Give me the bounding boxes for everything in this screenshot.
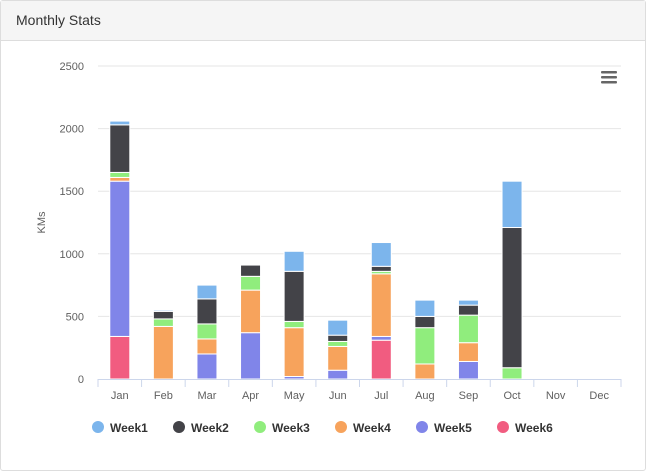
- bar-week3-apr[interactable]: [240, 275, 262, 291]
- y-tick-label: 0: [78, 374, 84, 386]
- bar-week2-jan[interactable]: [109, 124, 131, 173]
- bar-week5-jun[interactable]: [327, 369, 349, 380]
- legend-marker: [335, 421, 347, 433]
- bar-week2-may[interactable]: [283, 270, 305, 322]
- y-tick-label: 2500: [60, 61, 84, 73]
- x-tick-label: Jan: [111, 390, 129, 402]
- bar-week4-feb[interactable]: [152, 325, 174, 380]
- y-axis-title: KMs: [36, 211, 48, 234]
- x-tick-label: Jul: [374, 390, 388, 402]
- bar-week4-sep[interactable]: [457, 342, 479, 362]
- x-tick-label: Jun: [329, 390, 347, 402]
- legend-item-week2[interactable]: Week2: [173, 421, 229, 435]
- bar-week1-may[interactable]: [283, 250, 305, 272]
- legend-marker: [254, 421, 266, 433]
- bar-week5-sep[interactable]: [457, 360, 479, 380]
- bar-week4-apr[interactable]: [240, 289, 262, 334]
- bar-week2-apr[interactable]: [240, 264, 262, 277]
- y-tick-label: 1000: [60, 249, 84, 261]
- x-tick-label: Oct: [503, 390, 520, 402]
- bar-week3-jun[interactable]: [327, 340, 349, 347]
- bar-week2-jul[interactable]: [370, 265, 392, 272]
- legend-item-week3[interactable]: Week3: [254, 421, 310, 435]
- x-tick-label: Dec: [589, 390, 609, 402]
- bar-week3-sep[interactable]: [457, 314, 479, 344]
- bar-week1-mar[interactable]: [196, 284, 218, 300]
- bar-week3-aug[interactable]: [414, 327, 436, 365]
- bar-week4-jun[interactable]: [327, 345, 349, 371]
- legend-marker: [416, 421, 428, 433]
- bar-week3-jan[interactable]: [109, 171, 131, 178]
- legend-marker: [497, 421, 509, 433]
- bar-week4-jul[interactable]: [370, 273, 392, 337]
- legend-marker: [92, 421, 104, 433]
- bar-week2-oct[interactable]: [501, 227, 523, 369]
- bar-week1-oct[interactable]: [501, 180, 523, 229]
- bar-week5-jan[interactable]: [109, 180, 131, 337]
- bar-week4-aug[interactable]: [414, 363, 436, 380]
- legend-label: Week3: [272, 421, 310, 435]
- axes: 0 500 1000 1500 2000 2500 KMs Jan Feb Mar Apr May Ju…: [36, 61, 622, 402]
- legend-item-week6[interactable]: Week6: [497, 421, 553, 435]
- bar-week4-may[interactable]: [283, 327, 305, 377]
- bar-week2-mar[interactable]: [196, 298, 218, 325]
- y-tick-label: 1500: [60, 186, 84, 198]
- bar-week3-oct[interactable]: [501, 367, 523, 380]
- x-tick-label: Feb: [154, 390, 173, 402]
- bar-week5-mar[interactable]: [196, 353, 218, 380]
- legend-item-week5[interactable]: Week5: [416, 421, 472, 435]
- bar-week3-may[interactable]: [283, 320, 305, 329]
- legend-marker: [173, 421, 185, 433]
- chart-container: 0 500 1000 1500 2000 2500 KMs Jan Feb Mar Apr May Ju…: [1, 42, 645, 470]
- legend-label: Week5: [434, 421, 472, 435]
- bar-week1-jun[interactable]: [327, 319, 349, 336]
- y-tick-label: 500: [66, 311, 84, 323]
- bar-week1-aug[interactable]: [414, 299, 436, 317]
- bar-week2-jun[interactable]: [327, 334, 349, 342]
- bar-week5-jul[interactable]: [370, 335, 392, 341]
- bar-week4-mar[interactable]: [196, 338, 218, 355]
- stacked-bar-chart: 0 500 1000 1500 2000 2500 KMs Jan Feb Mar Apr May Ju…: [36, 61, 622, 435]
- bar-week4-jan[interactable]: [109, 176, 131, 182]
- legend: Week1 Week2 Week3 Week4 Week5 Week6: [92, 421, 553, 435]
- bar-week1-jul[interactable]: [370, 242, 392, 267]
- x-tick-label: Apr: [242, 390, 259, 402]
- bar-week6-jan[interactable]: [109, 335, 131, 380]
- bar-week2-sep[interactable]: [457, 304, 479, 316]
- y-tick-label: 2000: [60, 124, 84, 136]
- x-tick-label: Nov: [546, 390, 566, 402]
- bar-week2-feb[interactable]: [152, 310, 174, 320]
- x-tick-label: Sep: [459, 390, 479, 402]
- bar-week1-feb[interactable]: [152, 309, 174, 312]
- bar-week3-mar[interactable]: [196, 323, 218, 340]
- panel-title: Monthly Stats: [1, 1, 645, 41]
- chart-menu-button[interactable]: [599, 68, 619, 86]
- legend-label: Week6: [515, 421, 553, 435]
- legend-item-week4[interactable]: Week4: [335, 421, 391, 435]
- bar-week3-feb[interactable]: [152, 318, 174, 327]
- bar-week1-sep[interactable]: [457, 299, 479, 306]
- grid-lines: [98, 65, 621, 317]
- x-tick-label: Mar: [197, 390, 216, 402]
- bar-week5-apr[interactable]: [240, 332, 262, 380]
- legend-label: Week1: [110, 421, 148, 435]
- legend-label: Week4: [353, 421, 391, 435]
- x-tick-label: Aug: [415, 390, 435, 402]
- bar-week6-jul[interactable]: [370, 339, 392, 380]
- legend-item-week1[interactable]: Week1: [92, 421, 148, 435]
- x-tick-label: May: [284, 390, 305, 402]
- bar-week2-aug[interactable]: [414, 315, 436, 329]
- bars: [109, 120, 523, 380]
- legend-label: Week2: [191, 421, 229, 435]
- bar-week1-jan[interactable]: [109, 120, 131, 126]
